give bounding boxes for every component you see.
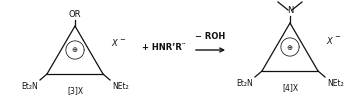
Text: + HNR’R″: + HNR’R″ (142, 43, 186, 53)
Text: NEt₂: NEt₂ (327, 79, 344, 88)
Text: −: − (119, 37, 125, 43)
Text: Et₂N: Et₂N (236, 79, 253, 88)
Text: [4]X: [4]X (282, 83, 298, 92)
Text: − ROH: − ROH (195, 32, 226, 41)
Text: Et₂N: Et₂N (21, 82, 38, 91)
Text: X: X (326, 37, 332, 45)
Text: N: N (287, 6, 293, 15)
Text: −: − (334, 34, 340, 40)
Text: NEt₂: NEt₂ (112, 82, 129, 91)
Text: $\oplus$: $\oplus$ (71, 45, 79, 54)
Text: OR: OR (69, 10, 81, 19)
Text: X: X (111, 39, 117, 48)
Text: $\oplus$: $\oplus$ (286, 43, 294, 52)
Text: [3]X: [3]X (67, 86, 83, 95)
